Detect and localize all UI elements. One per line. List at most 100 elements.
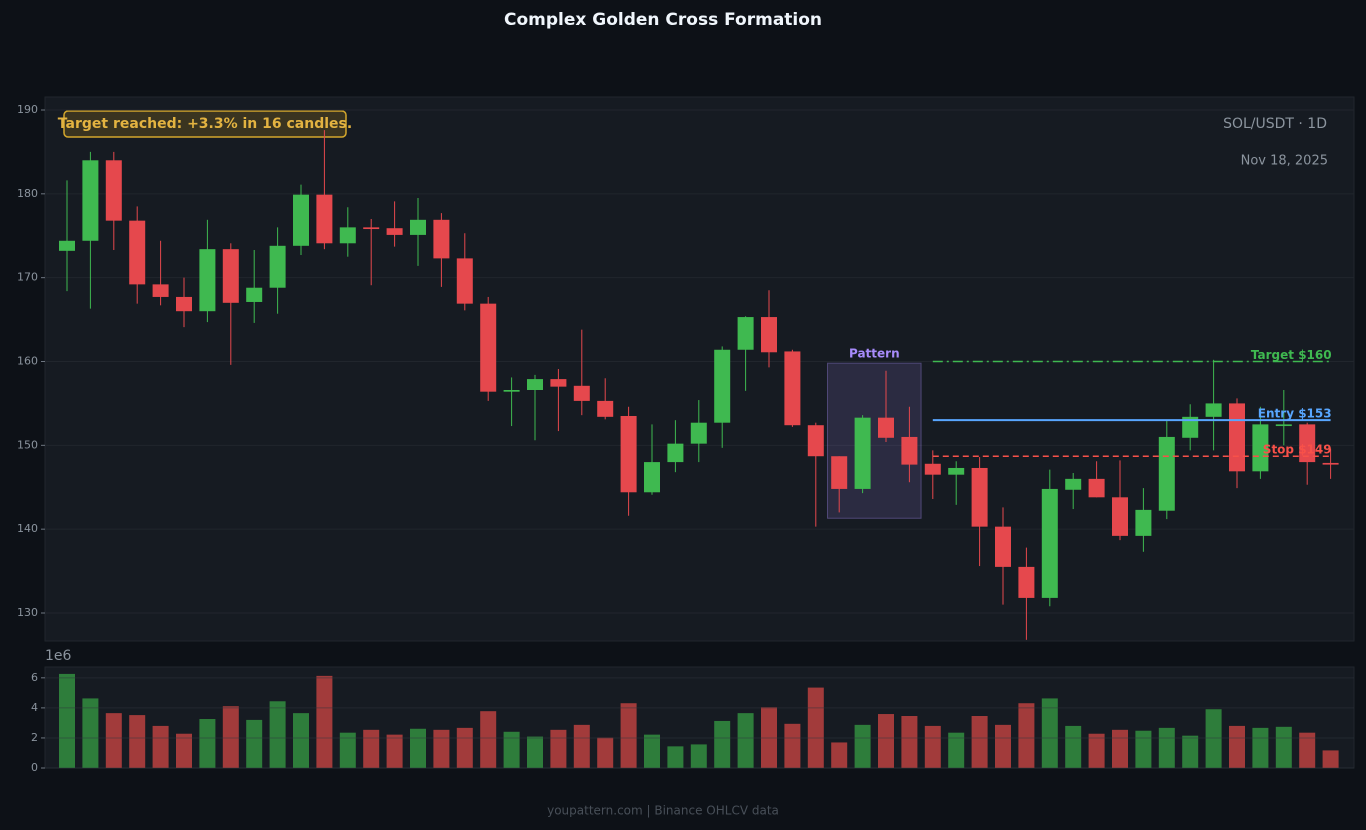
candle-body [1205, 403, 1222, 417]
candle-body [105, 160, 122, 221]
volume-bar [503, 731, 520, 768]
y-tick-label: 140 [17, 522, 38, 535]
volume-bar [1275, 726, 1292, 768]
volume-bar [1112, 729, 1128, 768]
candle-body [784, 351, 801, 426]
y-tick-label: 130 [17, 606, 38, 619]
candle-body [807, 425, 824, 457]
candle-body [59, 240, 75, 251]
volume-bar [269, 701, 286, 768]
volume-bar [948, 732, 965, 768]
volume-bar [1205, 709, 1222, 768]
volume-bar [1065, 725, 1082, 768]
candle-body [1041, 488, 1058, 598]
y-tick-label: 160 [17, 354, 38, 367]
candle-body [761, 317, 777, 353]
candle-body [948, 467, 965, 475]
volume-bar [363, 729, 380, 768]
volume-bar [199, 719, 216, 768]
candle-body [667, 443, 684, 463]
candle-body [854, 417, 871, 489]
volume-bar [433, 729, 450, 768]
annotation-box [63, 110, 347, 138]
volume-bar [152, 725, 169, 768]
annotation: Target reached: +3.3% in 16 candles. [58, 116, 352, 132]
candle-body [1088, 478, 1105, 498]
volume-bar [293, 713, 309, 768]
volume-bar [878, 714, 894, 768]
candle-body [901, 436, 918, 465]
volume-bar [597, 737, 614, 768]
candle-body [878, 417, 894, 438]
volume-bar [1252, 727, 1269, 768]
candle-body [1065, 478, 1082, 490]
volume-bar [714, 720, 731, 768]
candle-body [269, 245, 286, 288]
candle-body [433, 219, 450, 259]
candle-body [573, 385, 590, 401]
candle-body [620, 415, 637, 493]
volume-bar [901, 715, 918, 768]
level-label: Entry $153 [1258, 407, 1332, 421]
candle-body [550, 379, 567, 387]
candle-body [644, 462, 660, 493]
volume-bar [807, 687, 824, 768]
volume-bar [129, 715, 146, 768]
volume-bar [339, 732, 356, 768]
candle-body [410, 219, 426, 235]
candle-body [971, 467, 988, 527]
candle-body [503, 390, 520, 392]
volume-bar [480, 711, 497, 768]
volume-bar [831, 742, 848, 768]
volume-bar [573, 724, 590, 768]
candle-body [199, 249, 216, 312]
y-tick-label: 4 [31, 701, 38, 714]
volume-bar [410, 728, 426, 768]
candle-body [1182, 416, 1199, 438]
symbol: SOL/USDT · 1D [1223, 116, 1327, 132]
candle-body [1275, 424, 1292, 427]
volume-bar [527, 736, 543, 768]
candle-body [456, 258, 473, 304]
volume-bar [971, 715, 988, 768]
candle-body [246, 287, 263, 302]
candle-body [1018, 566, 1035, 598]
volume-bar [246, 719, 263, 768]
volume-bar [456, 727, 473, 768]
volume-bar [924, 725, 941, 768]
volume-bar [1229, 725, 1245, 768]
date: Nov 18, 2025 [1241, 154, 1328, 169]
y-tick-label: 0 [31, 761, 38, 774]
volume-bar [59, 673, 75, 768]
volume-bar [1088, 733, 1105, 768]
candle-body [831, 456, 848, 489]
candle-body [1229, 403, 1245, 472]
footer: youpattern.com | Binance OHLCV data [547, 804, 779, 818]
candle-body [339, 227, 356, 244]
volume-bar [854, 724, 871, 768]
candle-body [176, 296, 192, 312]
candle-body [1112, 497, 1128, 536]
level-label: Stop $149 [1263, 443, 1332, 457]
candle-body [714, 349, 731, 423]
volume-bar [1158, 727, 1175, 768]
price-panel [44, 96, 1355, 642]
candle-body [1135, 509, 1152, 536]
volume-bar [105, 713, 122, 768]
volume-bar [1299, 732, 1316, 768]
volume-bar [737, 713, 754, 768]
candle-body [737, 317, 754, 350]
candle-body [1252, 424, 1269, 472]
volume-bar [784, 723, 801, 768]
volume-bar [1041, 698, 1058, 768]
offset-label: 1e6 [45, 648, 72, 664]
volume-bar [667, 746, 684, 768]
candle-body [386, 228, 403, 235]
volume-bar [550, 729, 567, 768]
candle-body [1299, 424, 1316, 463]
volume-bar [690, 744, 707, 768]
candle-body [995, 526, 1011, 567]
candle-body [1158, 436, 1175, 511]
